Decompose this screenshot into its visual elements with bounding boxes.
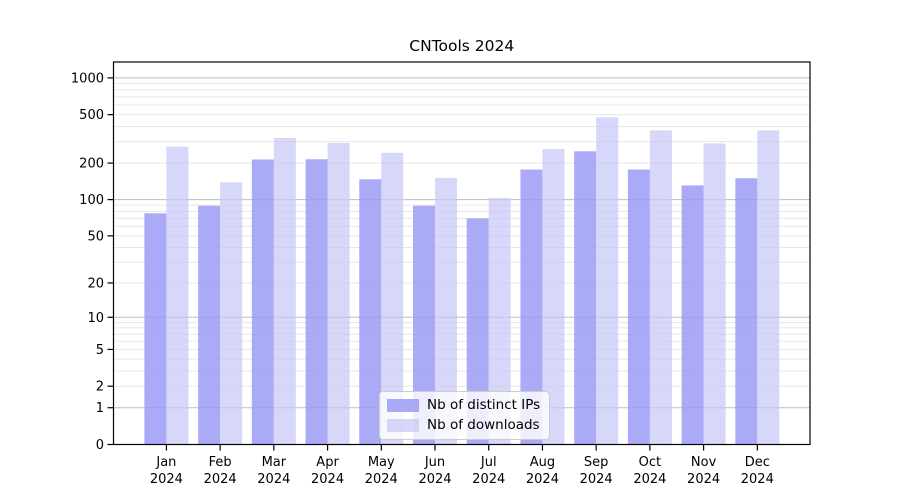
legend: Nb of distinct IPs Nb of downloads xyxy=(379,391,550,440)
x-tick-label-year-may: 2024 xyxy=(365,472,398,487)
bar-dec-downloads xyxy=(757,130,780,445)
bar-sep-distinct-ips xyxy=(574,151,597,445)
x-tick-label-year-jun: 2024 xyxy=(418,472,451,487)
bar-jan-downloads xyxy=(166,146,189,445)
legend-swatch-downloads xyxy=(387,419,419,432)
x-tick-label-month-oct: Oct xyxy=(639,455,661,470)
x-tick-label-year-mar: 2024 xyxy=(257,472,290,487)
bar-apr-distinct-ips xyxy=(305,159,328,445)
axes-border xyxy=(112,61,811,446)
y-tick-label-1: 1 xyxy=(96,401,104,416)
x-tick-label-year-dec: 2024 xyxy=(741,472,774,487)
bar-aug-distinct-ips xyxy=(520,169,543,445)
bar-dec-distinct-ips xyxy=(735,178,758,445)
y-tick-label-0: 0 xyxy=(96,438,104,453)
legend-item-downloads: Nb of downloads xyxy=(387,418,541,433)
y-tick-label-1000: 1000 xyxy=(71,71,104,86)
bar-jun-distinct-ips xyxy=(413,205,435,445)
x-tick-label-year-oct: 2024 xyxy=(633,472,666,487)
x-tick-label-month-aug: Aug xyxy=(530,455,555,470)
x-tick-label-month-jun: Jun xyxy=(424,455,445,470)
x-tick-label-month-jul: Jul xyxy=(480,455,497,470)
y-tick-label-5: 5 xyxy=(96,343,104,358)
bar-nov-downloads xyxy=(703,143,726,445)
legend-item-distinct-ips: Nb of distinct IPs xyxy=(387,398,541,413)
x-tick-label-year-aug: 2024 xyxy=(526,472,559,487)
x-tick-label-year-jan: 2024 xyxy=(150,472,183,487)
x-tick-label-year-jul: 2024 xyxy=(472,472,505,487)
y-tick-label-50: 50 xyxy=(87,229,104,244)
y-tick-label-100: 100 xyxy=(79,193,104,208)
bar-mar-downloads xyxy=(273,137,296,445)
y-tick-label-200: 200 xyxy=(79,157,104,172)
x-tick-label-month-dec: Dec xyxy=(745,455,770,470)
bar-jun-downloads xyxy=(435,177,457,445)
bar-oct-distinct-ips xyxy=(627,169,650,445)
bar-feb-distinct-ips xyxy=(198,205,221,445)
y-tick-label-500: 500 xyxy=(79,108,104,123)
x-tick-label-year-feb: 2024 xyxy=(204,472,237,487)
y-tick-label-20: 20 xyxy=(87,276,104,291)
bar-jul-downloads xyxy=(488,198,511,445)
y-tick-label-10: 10 xyxy=(87,311,104,326)
legend-label-downloads: Nb of downloads xyxy=(427,417,540,433)
bar-apr-downloads xyxy=(327,142,350,445)
y-tick-label-2: 2 xyxy=(96,380,104,395)
x-tick-label-month-nov: Nov xyxy=(691,455,717,470)
bar-may-downloads xyxy=(381,152,404,445)
bar-oct-downloads xyxy=(649,130,672,445)
x-tick-label-year-sep: 2024 xyxy=(580,472,613,487)
bar-feb-downloads xyxy=(220,182,243,445)
bar-sep-downloads xyxy=(596,117,619,445)
x-tick-label-month-apr: Apr xyxy=(316,455,339,470)
bar-mar-distinct-ips xyxy=(251,159,274,445)
legend-swatch-distinct-ips xyxy=(387,399,419,412)
x-tick-label-month-sep: Sep xyxy=(584,455,609,470)
bar-jul-distinct-ips xyxy=(466,218,489,445)
legend-label-distinct-ips: Nb of distinct IPs xyxy=(427,397,541,413)
x-tick-label-month-feb: Feb xyxy=(209,455,232,470)
bar-nov-distinct-ips xyxy=(681,185,704,445)
bar-may-distinct-ips xyxy=(359,179,382,445)
x-tick-label-month-jan: Jan xyxy=(155,455,176,470)
chart-title: CNTools 2024 xyxy=(409,37,514,55)
x-tick-label-year-nov: 2024 xyxy=(687,472,720,487)
x-tick-label-month-mar: Mar xyxy=(262,455,287,470)
x-tick-label-year-apr: 2024 xyxy=(311,472,344,487)
x-tick-label-month-may: May xyxy=(368,455,395,470)
bar-aug-downloads xyxy=(542,149,565,445)
bar-jan-distinct-ips xyxy=(144,213,167,445)
